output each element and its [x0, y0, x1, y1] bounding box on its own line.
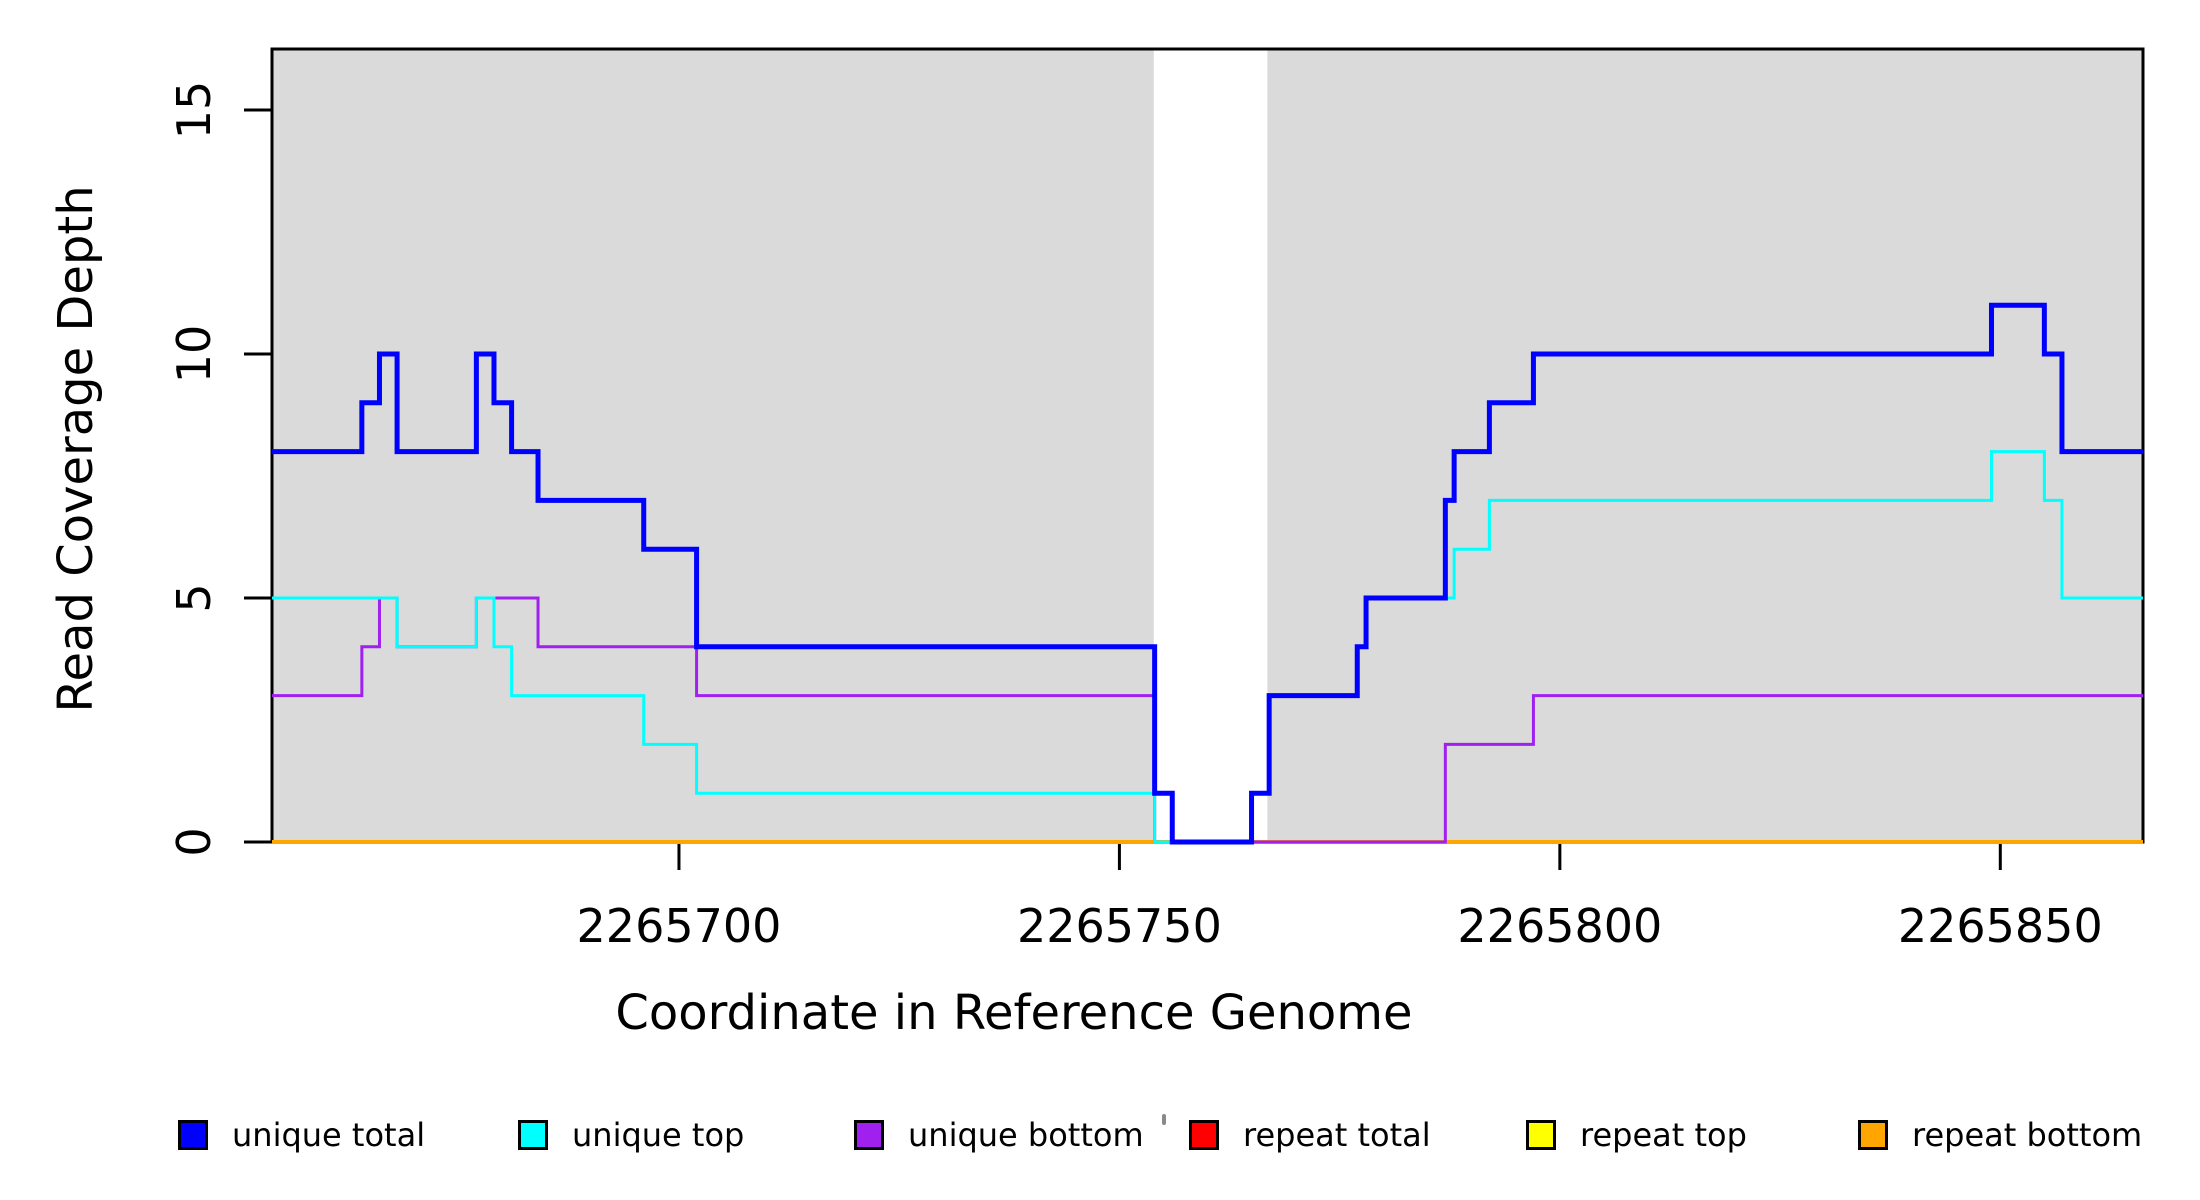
x-tick-label: 2265700: [577, 899, 782, 953]
x-axis-title: Coordinate in Reference Genome: [615, 985, 1413, 1041]
y-axis-title: Read Coverage Depth: [48, 185, 104, 713]
shaded-region-2: [1267, 49, 2143, 842]
stray-mark-artifact: [1162, 1114, 1166, 1125]
y-tick-label: 10: [167, 325, 221, 384]
shaded-region-1: [272, 49, 1154, 842]
x-tick-label: 2265850: [1898, 899, 2103, 953]
x-tick-label: 2265750: [1017, 899, 1222, 953]
y-tick-label: 0: [167, 827, 221, 856]
series-line-unique-total: [272, 302, 2143, 845]
series-line-unique-bottom: [272, 596, 2143, 844]
x-tick-label: 2265800: [1457, 899, 1662, 953]
y-tick-label: 15: [167, 81, 221, 140]
y-tick-label: 5: [167, 583, 221, 612]
